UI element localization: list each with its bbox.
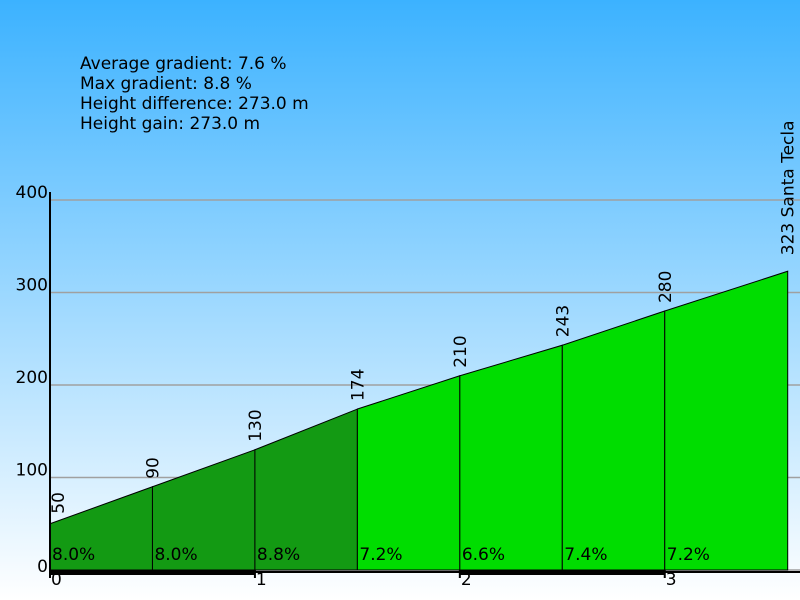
elevation-label: 210 bbox=[451, 335, 471, 367]
elevation-label: 130 bbox=[246, 409, 266, 441]
x-axis-band bbox=[459, 570, 665, 575]
profile-segment bbox=[356, 375, 461, 571]
y-tick-label: 400 bbox=[16, 183, 48, 203]
elevation-label: 174 bbox=[348, 369, 368, 401]
x-tick-label: 3 bbox=[666, 570, 677, 590]
elevation-label: 243 bbox=[553, 305, 573, 337]
x-tick-label: 0 bbox=[51, 570, 62, 590]
gradient-label: 8.8% bbox=[257, 545, 300, 565]
gradient-label: 7.2% bbox=[667, 545, 710, 565]
gradient-label: 8.0% bbox=[52, 545, 95, 565]
stat-line: Average gradient: 7.6 % bbox=[80, 54, 287, 74]
profile-segment bbox=[459, 344, 563, 571]
gradient-label: 7.4% bbox=[564, 545, 607, 565]
gradient-label: 6.6% bbox=[462, 545, 505, 565]
y-tick-label: 0 bbox=[37, 557, 48, 577]
y-tick-label: 200 bbox=[16, 368, 48, 388]
gradient-label: 7.2% bbox=[359, 545, 402, 565]
x-axis-band bbox=[50, 570, 255, 575]
gradient-label: 8.0% bbox=[154, 545, 197, 565]
end-label: 323 Santa Tecla bbox=[779, 120, 799, 255]
stat-line: Height gain: 273.0 m bbox=[80, 114, 260, 134]
elevation-label: 90 bbox=[143, 457, 163, 479]
y-tick-label: 300 bbox=[16, 276, 48, 296]
x-tick-label: 2 bbox=[461, 570, 472, 590]
elevation-label: 50 bbox=[49, 492, 69, 514]
x-tick-label: 1 bbox=[256, 570, 267, 590]
elevation-label: 280 bbox=[656, 271, 676, 303]
stat-line: Height difference: 273.0 m bbox=[80, 94, 309, 114]
profile-segment bbox=[561, 310, 666, 571]
y-tick-label: 100 bbox=[16, 461, 48, 481]
profile-segment bbox=[664, 270, 789, 571]
stat-line: Max gradient: 8.8 % bbox=[80, 74, 252, 94]
